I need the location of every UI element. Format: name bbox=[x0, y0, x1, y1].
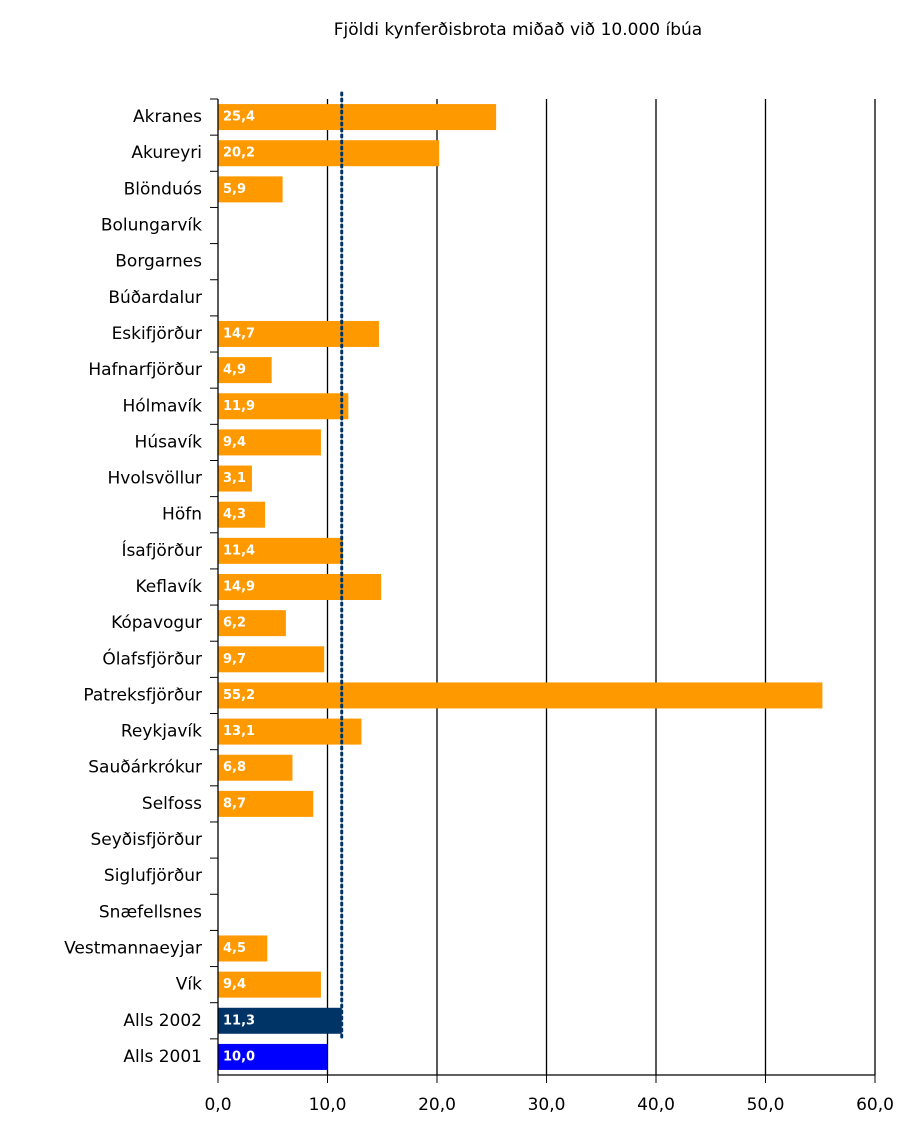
y-tick-label: Bolungarvík bbox=[101, 216, 202, 236]
y-tick-label: Hafnarfjörður bbox=[88, 360, 202, 380]
y-tick-label: Borgarnes bbox=[115, 252, 202, 272]
bar bbox=[218, 790, 314, 817]
bar bbox=[218, 393, 349, 420]
value-label: 11,9 bbox=[223, 399, 255, 414]
y-tick-label: Hólmavík bbox=[122, 396, 202, 416]
value-label: 14,9 bbox=[223, 580, 255, 595]
y-tick-label: Vestmannaeyjar bbox=[64, 938, 202, 958]
y-tick-label: Alls 2002 bbox=[123, 1011, 202, 1031]
y-tick-label: Akureyri bbox=[131, 143, 202, 163]
value-label: 55,2 bbox=[223, 688, 255, 703]
bar bbox=[218, 357, 272, 384]
bar bbox=[218, 429, 321, 456]
value-label: 13,1 bbox=[223, 724, 255, 739]
value-label: 9,4 bbox=[223, 977, 246, 992]
y-tick-label: Sauðárkrókur bbox=[88, 758, 202, 778]
x-tick-label: 50,0 bbox=[747, 1095, 785, 1115]
value-label: 6,8 bbox=[223, 760, 246, 775]
bar bbox=[218, 574, 382, 600]
y-tick-label: Selfoss bbox=[142, 794, 202, 814]
y-tick-label: Keflavík bbox=[135, 577, 202, 597]
bar bbox=[218, 610, 286, 637]
value-label: 25,4 bbox=[223, 110, 255, 125]
bar bbox=[218, 140, 440, 167]
bar bbox=[218, 176, 283, 203]
value-label: 8,7 bbox=[223, 796, 246, 811]
y-tick-label: Snæfellsnes bbox=[99, 902, 202, 922]
bar bbox=[218, 971, 321, 998]
y-tick-label: Hvolsvöllur bbox=[108, 469, 203, 489]
bar bbox=[218, 754, 293, 781]
bar bbox=[218, 320, 379, 347]
y-tick-label: Kópavogur bbox=[111, 613, 202, 633]
bar bbox=[218, 537, 343, 564]
y-tick-label: Ísafjörður bbox=[121, 539, 202, 561]
value-label: 20,2 bbox=[223, 146, 255, 161]
bar bbox=[218, 465, 252, 492]
value-label: 10,0 bbox=[223, 1049, 255, 1064]
value-label: 4,9 bbox=[223, 363, 246, 378]
y-tick-label: Patreksfjörður bbox=[83, 685, 202, 705]
x-tick-label: 20,0 bbox=[418, 1095, 456, 1115]
value-label: 6,2 bbox=[223, 616, 246, 631]
y-tick-label: Höfn bbox=[162, 505, 202, 525]
value-label: 9,4 bbox=[223, 435, 246, 450]
y-tick-label: Reykjavík bbox=[121, 722, 202, 742]
bar bbox=[218, 646, 325, 673]
y-tick-label: Búðardalur bbox=[108, 288, 202, 308]
bar bbox=[218, 1007, 342, 1034]
y-tick-label: Húsavík bbox=[135, 432, 203, 452]
value-label: 4,3 bbox=[223, 507, 246, 522]
bar bbox=[218, 935, 268, 962]
y-tick-label: Eskifjörður bbox=[112, 324, 202, 344]
x-tick-label: 10,0 bbox=[309, 1095, 347, 1115]
value-label: 3,1 bbox=[223, 471, 246, 486]
value-label: 11,4 bbox=[223, 543, 255, 558]
y-tick-label: Alls 2001 bbox=[123, 1047, 202, 1067]
x-tick-label: 60,0 bbox=[856, 1095, 894, 1115]
value-label: 4,5 bbox=[223, 941, 246, 956]
value-label: 14,7 bbox=[223, 326, 255, 341]
bar bbox=[218, 718, 362, 745]
value-label: 11,3 bbox=[223, 1013, 255, 1028]
y-tick-label: Blönduós bbox=[124, 179, 203, 199]
x-tick-label: 40,0 bbox=[637, 1095, 675, 1115]
y-tick-label: Vík bbox=[176, 975, 202, 995]
value-label: 9,7 bbox=[223, 652, 246, 667]
x-tick-label: 0,0 bbox=[204, 1095, 231, 1115]
value-label: 5,9 bbox=[223, 182, 246, 197]
bar bbox=[218, 682, 823, 709]
y-tick-label: Ólafsfjörður bbox=[102, 647, 202, 669]
bar bbox=[218, 1043, 328, 1070]
y-tick-label: Akranes bbox=[133, 107, 202, 127]
y-tick-label: Siglufjörður bbox=[104, 866, 202, 886]
bar bbox=[218, 104, 497, 131]
y-tick-label: Seyðisfjörður bbox=[90, 830, 202, 850]
bar bbox=[218, 501, 266, 528]
x-tick-label: 30,0 bbox=[528, 1095, 566, 1115]
chart-title: Fjöldi kynferðisbrota miðað við 10.000 í… bbox=[334, 20, 702, 40]
